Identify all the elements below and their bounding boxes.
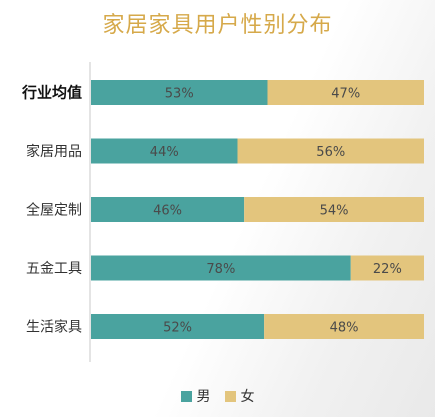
bar-row: 五金工具 78% 22% [26, 255, 424, 281]
bar-row: 行业均值 53% 47% [21, 80, 424, 105]
legend-item-female: 女 [224, 386, 255, 406]
legend-item-male: 男 [180, 386, 211, 406]
category-label: 行业均值 [21, 84, 82, 102]
data-label: 52% [163, 321, 192, 336]
data-label: 46% [153, 204, 182, 219]
data-label: 54% [320, 204, 349, 219]
category-label: 生活家具 [26, 319, 82, 336]
bar-segment-male [91, 255, 351, 281]
category-label: 五金工具 [26, 261, 82, 277]
bar-segment-male [91, 197, 245, 222]
chart-title: 家居家具用户性别分布 [102, 13, 333, 38]
bar-row: 生活家具 52% 48% [26, 314, 424, 339]
bar-segment-male [91, 80, 268, 105]
data-label: 56% [316, 145, 345, 160]
data-label: 47% [331, 87, 360, 102]
data-label: 78% [206, 262, 235, 277]
legend-swatch [224, 390, 236, 402]
bar-segment-male [91, 314, 265, 339]
legend-label: 女 [240, 389, 255, 405]
legend-swatch [180, 390, 192, 402]
legend: 男女 [0, 386, 435, 406]
bar-segment-female [350, 255, 424, 281]
bar-segment-female [237, 138, 424, 164]
bar-segment-male [91, 138, 238, 164]
bar-segment-female [244, 197, 424, 222]
data-label: 44% [150, 145, 179, 160]
category-label: 全屋定制 [26, 202, 82, 219]
bar-segment-female [267, 80, 424, 105]
data-label: 48% [330, 321, 359, 336]
bar-segment-female [264, 314, 424, 339]
data-label: 53% [165, 87, 194, 102]
bar-row: 家居用品 44% 56% [26, 138, 424, 164]
legend-label: 男 [196, 389, 211, 405]
data-label: 22% [373, 262, 402, 277]
category-label: 家居用品 [26, 143, 82, 160]
bar-row: 全屋定制 46% 54% [26, 197, 424, 222]
